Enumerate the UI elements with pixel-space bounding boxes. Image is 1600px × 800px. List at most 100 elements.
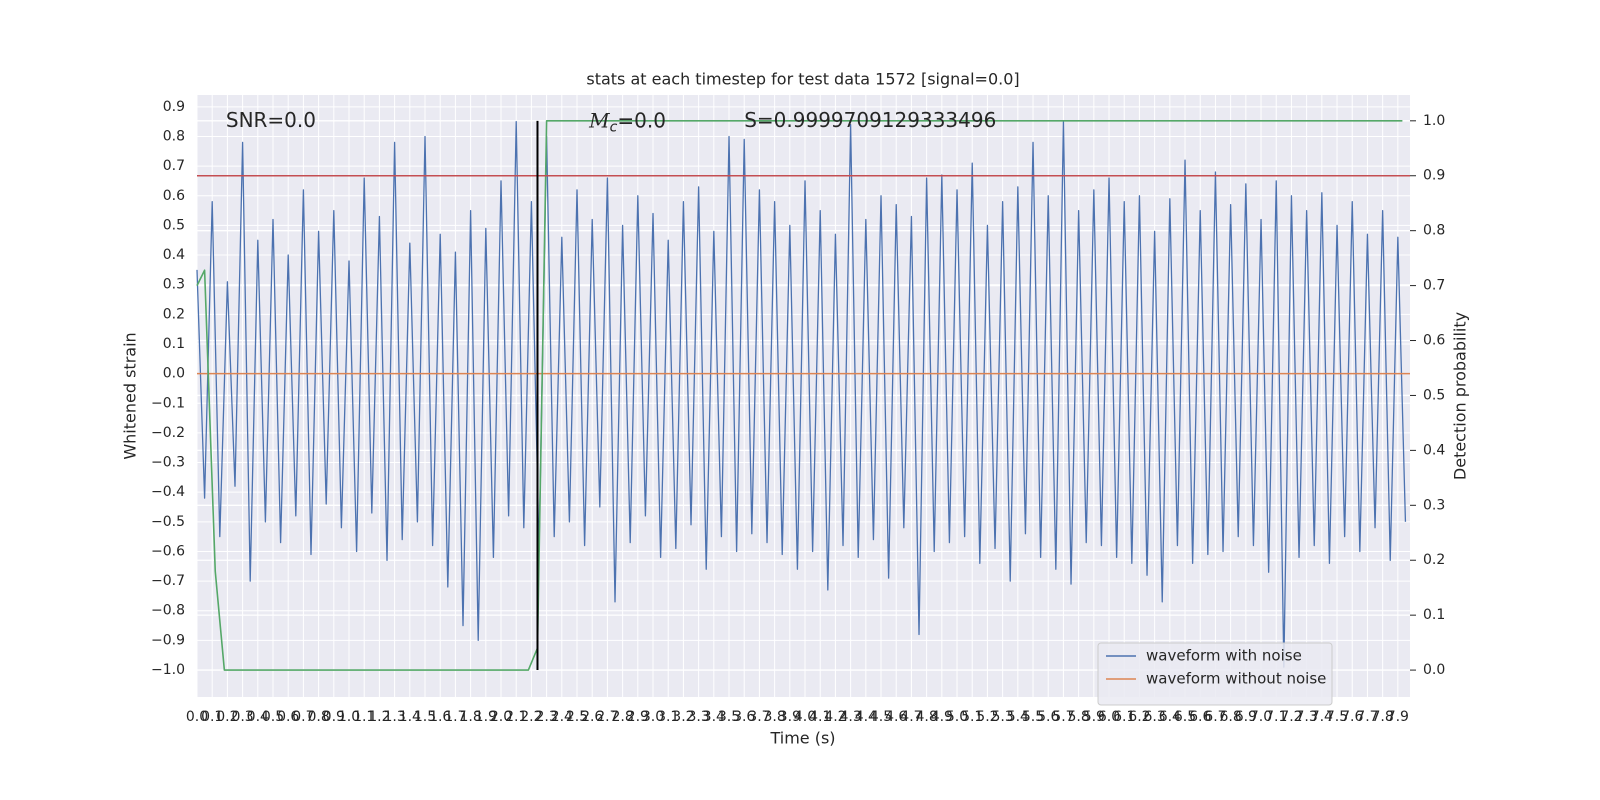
x-tick-label: 3.3 <box>687 709 709 725</box>
x-tick-label: 7.7 <box>1356 709 1378 725</box>
x-tick-label: 2.0 <box>490 709 512 725</box>
x-tick-label: 1.6 <box>429 709 451 725</box>
annotation: SNR=0.0 <box>226 108 316 132</box>
x-tick-label: 0.9 <box>323 709 345 725</box>
y2-tick-label: 0.9 <box>1423 168 1445 184</box>
x-tick-label: 3.0 <box>642 709 664 725</box>
y-tick-label: 0.8 <box>163 128 185 144</box>
x-tick-label: 2.9 <box>627 709 649 725</box>
x-tick-label: 5.9 <box>1083 709 1105 725</box>
x-tick-label: 7.9 <box>1387 709 1409 725</box>
legend-label: waveform with noise <box>1146 647 1302 665</box>
x-tick-label: 1.0 <box>338 709 360 725</box>
y-tick-label: 0.1 <box>163 336 185 352</box>
y2-tick-label: 0.3 <box>1423 497 1445 513</box>
y2-tick-label: 0.2 <box>1423 552 1445 568</box>
x-tick-label: 1.3 <box>383 709 405 725</box>
x-tick-label: 0.4 <box>247 709 269 725</box>
y2-tick-label: 0.8 <box>1423 223 1445 239</box>
x-tick-label: 2.4 <box>551 709 573 725</box>
x-tick-label: 3.4 <box>703 709 725 725</box>
y-tick-label: −0.2 <box>151 425 185 441</box>
x-tick-label: 3.7 <box>748 709 770 725</box>
x-tick-label: 3.2 <box>672 709 694 725</box>
x-tick-label: 6.2 <box>1128 709 1150 725</box>
x-tick-label: 7.5 <box>1326 709 1348 725</box>
x-tick-label: 2.5 <box>566 709 588 725</box>
x-tick-label: 5.0 <box>946 709 968 725</box>
x-tick-label: 5.3 <box>991 709 1013 725</box>
x-tick-label: 6.0 <box>1098 709 1120 725</box>
y-tick-label: −0.8 <box>151 603 185 619</box>
y2-tick-label: 0.0 <box>1423 662 1445 678</box>
annotation-text: =0.0 <box>617 108 666 132</box>
y-tick-label: −0.5 <box>151 514 185 530</box>
x-tick-label: 7.3 <box>1296 709 1318 725</box>
y-tick-label: 0.6 <box>163 188 185 204</box>
x-tick-label: 5.7 <box>1052 709 1074 725</box>
annotation: Mc=0.0 <box>588 108 666 136</box>
y-tick-label: −0.9 <box>151 632 185 648</box>
x-tick-label: 5.6 <box>1037 709 1059 725</box>
x-tick-label: 2.2 <box>520 709 542 725</box>
x-tick-label: 6.7 <box>1204 709 1226 725</box>
y-tick-label: 0.5 <box>163 217 185 233</box>
x-tick-label: 0.7 <box>292 709 314 725</box>
y-tick-label: 0.4 <box>163 247 185 263</box>
x-tick-label: 6.8 <box>1220 709 1242 725</box>
x-tick-label: 4.5 <box>870 709 892 725</box>
x-tick-label: 2.7 <box>596 709 618 725</box>
x-tick-label: 0.2 <box>216 709 238 725</box>
y-tick-label: −1.0 <box>151 662 185 678</box>
x-tick-label: 2.3 <box>535 709 557 725</box>
x-tick-label: 0.1 <box>201 709 223 725</box>
x-tick-label: 4.3 <box>839 709 861 725</box>
x-tick-label: 1.5 <box>414 709 436 725</box>
x-tick-label: 4.0 <box>794 709 816 725</box>
y2-tick-label: 0.1 <box>1423 607 1445 623</box>
x-tick-label: 2.8 <box>611 709 633 725</box>
y-axis-label: Whitened strain <box>121 332 140 459</box>
x-tick-label: 6.4 <box>1159 709 1181 725</box>
x-tick-label: 6.5 <box>1174 709 1196 725</box>
x-tick-label: 4.1 <box>809 709 831 725</box>
x-tick-label: 5.2 <box>976 709 998 725</box>
y-tick-label: 0.7 <box>163 158 185 174</box>
legend-box <box>1097 642 1333 706</box>
x-tick-label: 5.4 <box>1007 709 1029 725</box>
y-tick-label: 0.0 <box>163 366 185 382</box>
y-tick-label: −0.4 <box>151 484 185 500</box>
x-tick-label: 0.0 <box>186 709 208 725</box>
x-tick-label: 7.8 <box>1372 709 1394 725</box>
series-line <box>196 120 1403 671</box>
x-tick-label: 5.5 <box>1022 709 1044 725</box>
x-tick-label: 3.5 <box>718 709 740 725</box>
annotation-symbol: M <box>588 108 610 132</box>
x-tick-label: 0.8 <box>307 709 329 725</box>
legend-label: waveform without noise <box>1146 670 1326 688</box>
x-tick-label: 7.6 <box>1341 709 1363 725</box>
x-tick-label: 1.7 <box>444 709 466 725</box>
x-tick-label: 7.1 <box>1265 709 1287 725</box>
x-tick-label: 4.2 <box>824 709 846 725</box>
x-tick-label: 1.8 <box>459 709 481 725</box>
x-tick-label: 6.6 <box>1189 709 1211 725</box>
x-tick-label: 6.1 <box>1113 709 1135 725</box>
x-tick-label: 0.3 <box>231 709 253 725</box>
x-tick-label: 4.4 <box>855 709 877 725</box>
x-tick-label: 0.6 <box>277 709 299 725</box>
y-tick-label: −0.7 <box>151 573 185 589</box>
x-tick-label: 1.2 <box>368 709 390 725</box>
y-tick-label: −0.3 <box>151 455 185 471</box>
y2-tick-label: 0.4 <box>1423 442 1445 458</box>
y2-tick-label: 0.5 <box>1423 387 1445 403</box>
x-tick-label: 3.9 <box>779 709 801 725</box>
x-tick-label: 0.5 <box>262 709 284 725</box>
y2-tick-label: 0.6 <box>1423 333 1445 349</box>
x-tick-label: 2.1 <box>505 709 527 725</box>
x-tick-label: 6.3 <box>1143 709 1165 725</box>
x-tick-label: 4.8 <box>915 709 937 725</box>
x-tick-label: 5.1 <box>961 709 983 725</box>
x-tick-label: 5.8 <box>1067 709 1089 725</box>
x-tick-label: 6.9 <box>1235 709 1257 725</box>
